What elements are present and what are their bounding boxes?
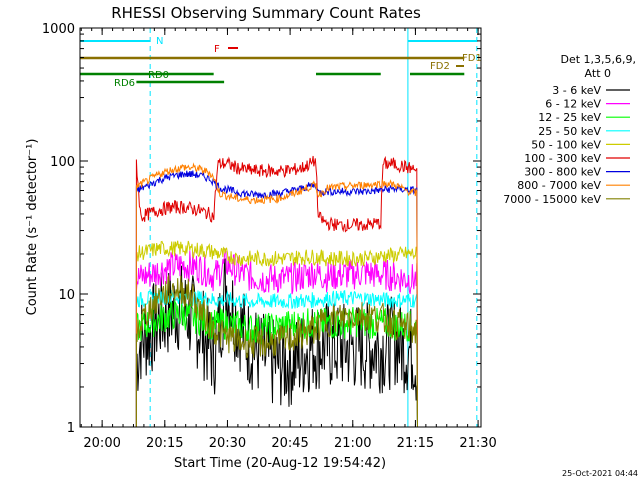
y-tick-label: 10 xyxy=(58,288,75,303)
fd2-label: FD2 xyxy=(430,61,450,72)
x-tick-label: 21:00 xyxy=(334,436,371,451)
axes: 20:00 20:15 20:30 20:45 21:00 21:15 21:30 1 10 10… xyxy=(42,22,497,451)
series-line-7 xyxy=(135,162,418,428)
series-line-6 xyxy=(135,170,418,428)
series-line-5 xyxy=(135,155,418,428)
x-tick-label: 20:45 xyxy=(271,436,308,451)
series-layer xyxy=(135,155,418,428)
series-line-8 xyxy=(135,275,418,428)
flare-label: F xyxy=(214,44,220,55)
x-tick-label: 20:15 xyxy=(146,436,183,451)
legend-entry-label: 6 - 12 keV xyxy=(545,98,601,111)
series-line-4 xyxy=(135,240,418,428)
legend-entry-label: 12 - 25 keV xyxy=(538,111,601,124)
legend-entry-label: 25 - 50 keV xyxy=(538,125,601,138)
plot-frame xyxy=(79,27,482,428)
legend-entry-label: 3 - 6 keV xyxy=(552,84,601,97)
series-line-1 xyxy=(135,248,418,428)
fd1-label: FD1 xyxy=(462,53,482,64)
rd0-label: RD0 xyxy=(148,70,169,81)
y-axis-label: Count Rate (s⁻¹ detector⁻¹) xyxy=(25,139,40,316)
legend-header-line1: Det 1,3,5,6,9, xyxy=(560,53,636,66)
legend-entry-label: 100 - 300 keV xyxy=(524,152,601,165)
chart-title: RHESSI Observing Summary Count Rates xyxy=(111,4,421,22)
y-tick-label: 1 xyxy=(67,421,75,436)
annotation-layer: N F FD1 FD2 RD0 RD6 xyxy=(80,36,482,89)
night-label: N xyxy=(156,36,163,47)
timestamp: 25-Oct-2021 04:44 xyxy=(562,469,638,478)
legend-entry-label: 300 - 800 keV xyxy=(524,166,601,179)
x-tick-label: 20:30 xyxy=(209,436,246,451)
y-tick-label: 100 xyxy=(50,155,75,170)
legend-entry-label: 7000 - 15000 keV xyxy=(503,193,601,206)
x-tick-label: 21:15 xyxy=(397,436,434,451)
x-axis-label: Start Time (20-Aug-12 19:54:42) xyxy=(174,456,386,471)
legend-entry-label: 800 - 7000 keV xyxy=(517,179,601,192)
x-tick-label: 20:00 xyxy=(83,436,120,451)
legend-header-line2: Att 0 xyxy=(585,67,611,80)
legend-entry-label: 50 - 100 keV xyxy=(531,138,601,151)
y-tick-label: 1000 xyxy=(42,22,75,37)
x-tick-label: 21:30 xyxy=(459,436,496,451)
rd6-label: RD6 xyxy=(114,78,135,89)
